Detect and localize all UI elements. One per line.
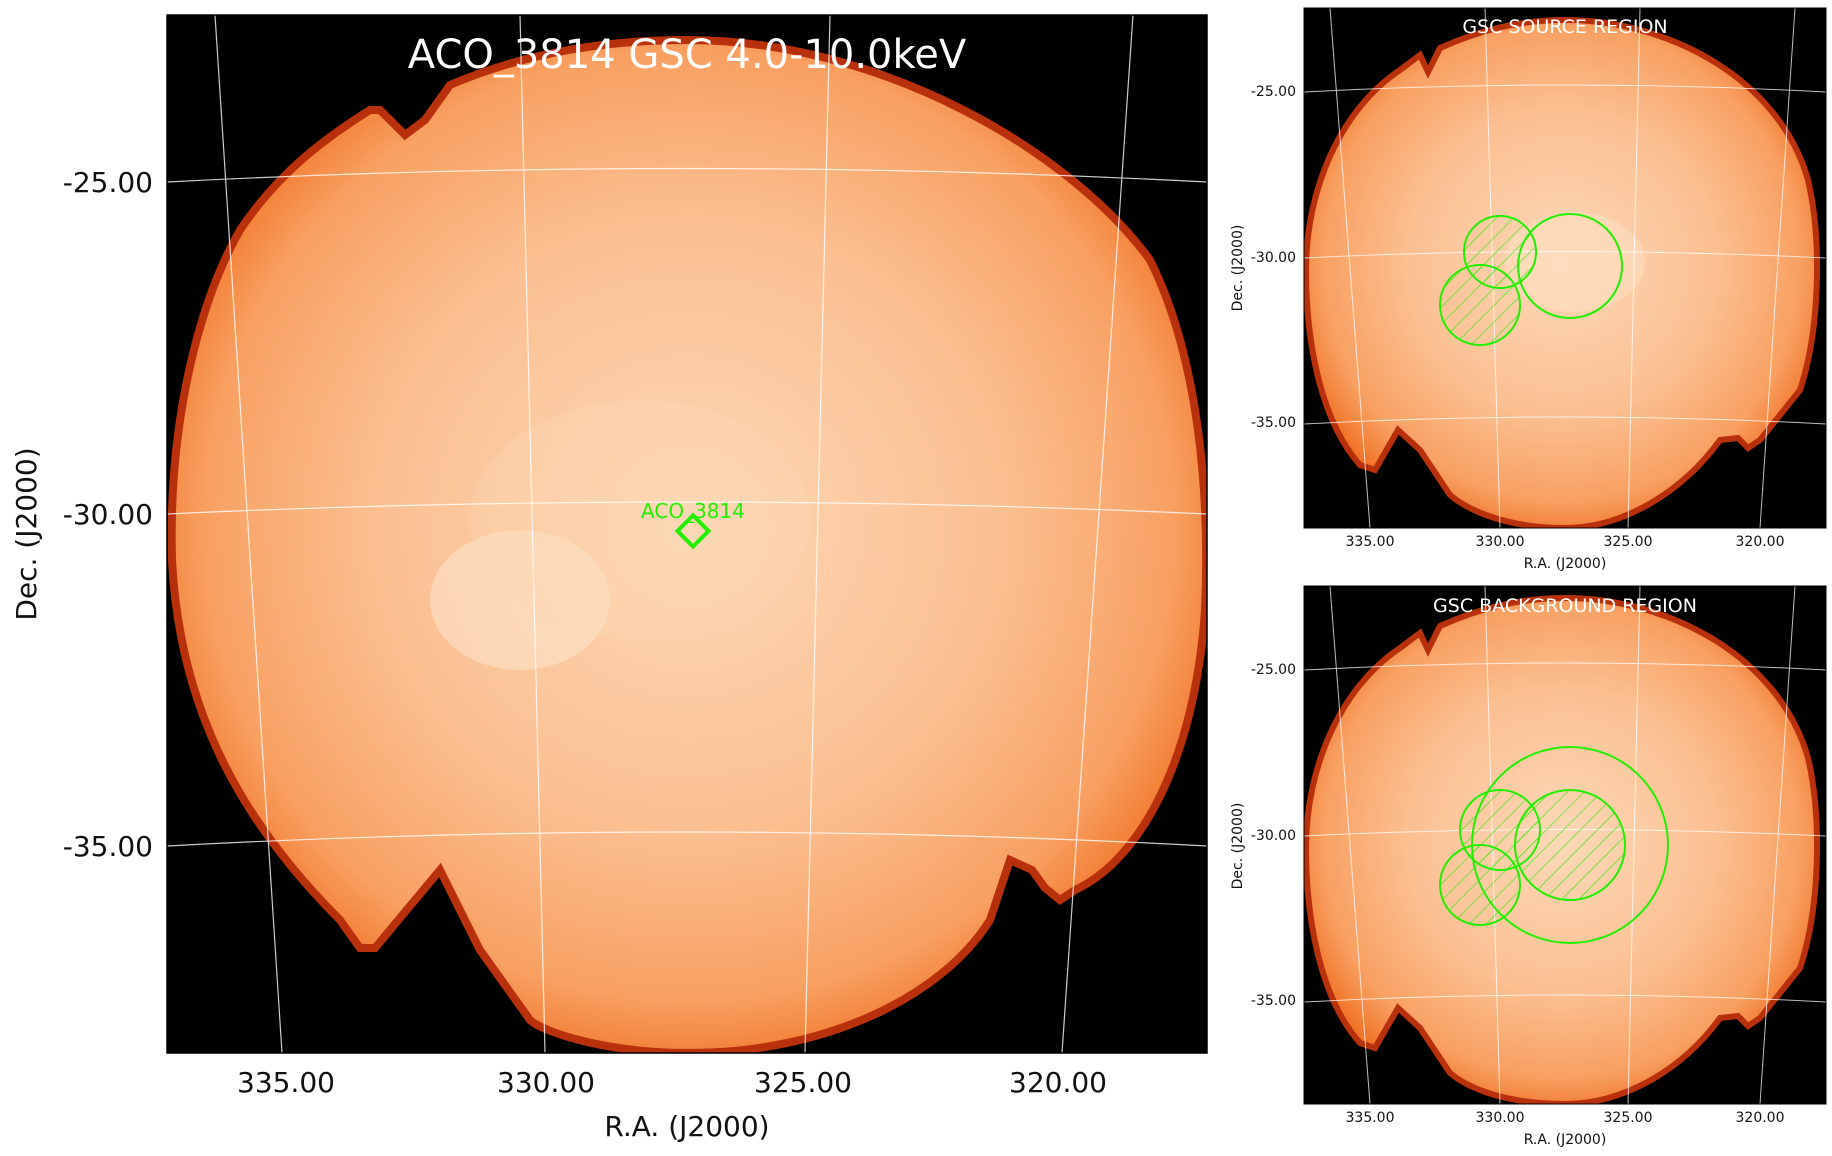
background-xtick-label: 325.00 <box>1604 1110 1653 1126</box>
source-xtick-label: 320.00 <box>1736 534 1785 550</box>
source-xaxis-label: R.A. (J2000) <box>1524 556 1607 572</box>
main-panel-title: ACO_3814 GSC 4.0-10.0keV <box>408 32 967 78</box>
main-diffuse-emission <box>470 400 810 640</box>
source-panel-title: GSC SOURCE REGION <box>1462 16 1667 38</box>
aco3814-diamond-marker <box>674 512 712 550</box>
background-xtick-label: 320.00 <box>1736 1110 1785 1126</box>
main-xtick-label: 320.00 <box>1009 1066 1107 1099</box>
background-panel-title: GSC BACKGROUND REGION <box>1433 595 1697 617</box>
background-panel: GSC BACKGROUND REGION -25.00 -30.00 -35.… <box>1230 585 1827 1148</box>
source-ytick-label: -30.00 <box>1251 250 1296 266</box>
background-ytick-label: -35.00 <box>1251 993 1296 1009</box>
background-xtick-label: 330.00 <box>1476 1110 1525 1126</box>
source-ytick-label: -25.00 <box>1251 84 1296 100</box>
main-xaxis-label: R.A. (J2000) <box>604 1110 769 1143</box>
main-coordinate-grid <box>167 15 1207 1053</box>
main-yaxis-label: Dec. (J2000) <box>10 447 43 620</box>
main-xtick-label: 330.00 <box>497 1066 595 1099</box>
main-panel-frame <box>166 14 1208 1054</box>
source-region-hatched-lower <box>1439 264 1521 346</box>
source-xtick-label: 335.00 <box>1346 534 1395 550</box>
background-region-hatched-lower <box>1439 844 1521 926</box>
source-xtick-label: 330.00 <box>1476 534 1525 550</box>
main-xtick-label: 335.00 <box>237 1066 335 1099</box>
background-yaxis-label: Dec. (J2000) <box>1230 803 1246 890</box>
main-panel: ACO_3814 ACO_3814 GSC 4.0-10.0keV -25.00… <box>10 14 1208 1143</box>
main-exposure-disk <box>167 35 1207 1053</box>
main-ytick-label: -25.00 <box>63 166 153 199</box>
source-panel: GSC SOURCE REGION -25.00 -30.00 -35.00 3… <box>1230 7 1827 572</box>
background-xaxis-label: R.A. (J2000) <box>1524 1132 1607 1148</box>
main-ytick-label: -35.00 <box>63 830 153 863</box>
source-bright-emission <box>1505 212 1645 312</box>
background-region-hatched-source <box>1514 789 1626 901</box>
main-bright-emission <box>430 530 610 670</box>
background-ytick-label: -30.00 <box>1251 828 1296 844</box>
source-panel-frame <box>1303 7 1827 529</box>
aco3814-marker-label: ACO_3814 <box>641 499 745 523</box>
source-xtick-label: 325.00 <box>1604 534 1653 550</box>
background-panel-frame <box>1303 585 1827 1105</box>
source-yaxis-label: Dec. (J2000) <box>1230 225 1246 312</box>
source-ytick-label: -35.00 <box>1251 415 1296 431</box>
background-ytick-label: -25.00 <box>1251 662 1296 678</box>
source-region-circle <box>1517 213 1623 319</box>
main-xtick-label: 325.00 <box>754 1066 852 1099</box>
main-ytick-label: -30.00 <box>63 498 153 531</box>
background-xtick-label: 335.00 <box>1346 1110 1395 1126</box>
background-coordinate-grid <box>1304 586 1826 1104</box>
